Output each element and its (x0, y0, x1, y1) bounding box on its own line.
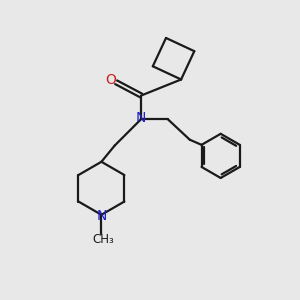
Text: N: N (136, 111, 146, 124)
Text: CH₃: CH₃ (92, 233, 114, 246)
Text: N: N (96, 209, 106, 223)
Text: O: O (105, 73, 116, 87)
